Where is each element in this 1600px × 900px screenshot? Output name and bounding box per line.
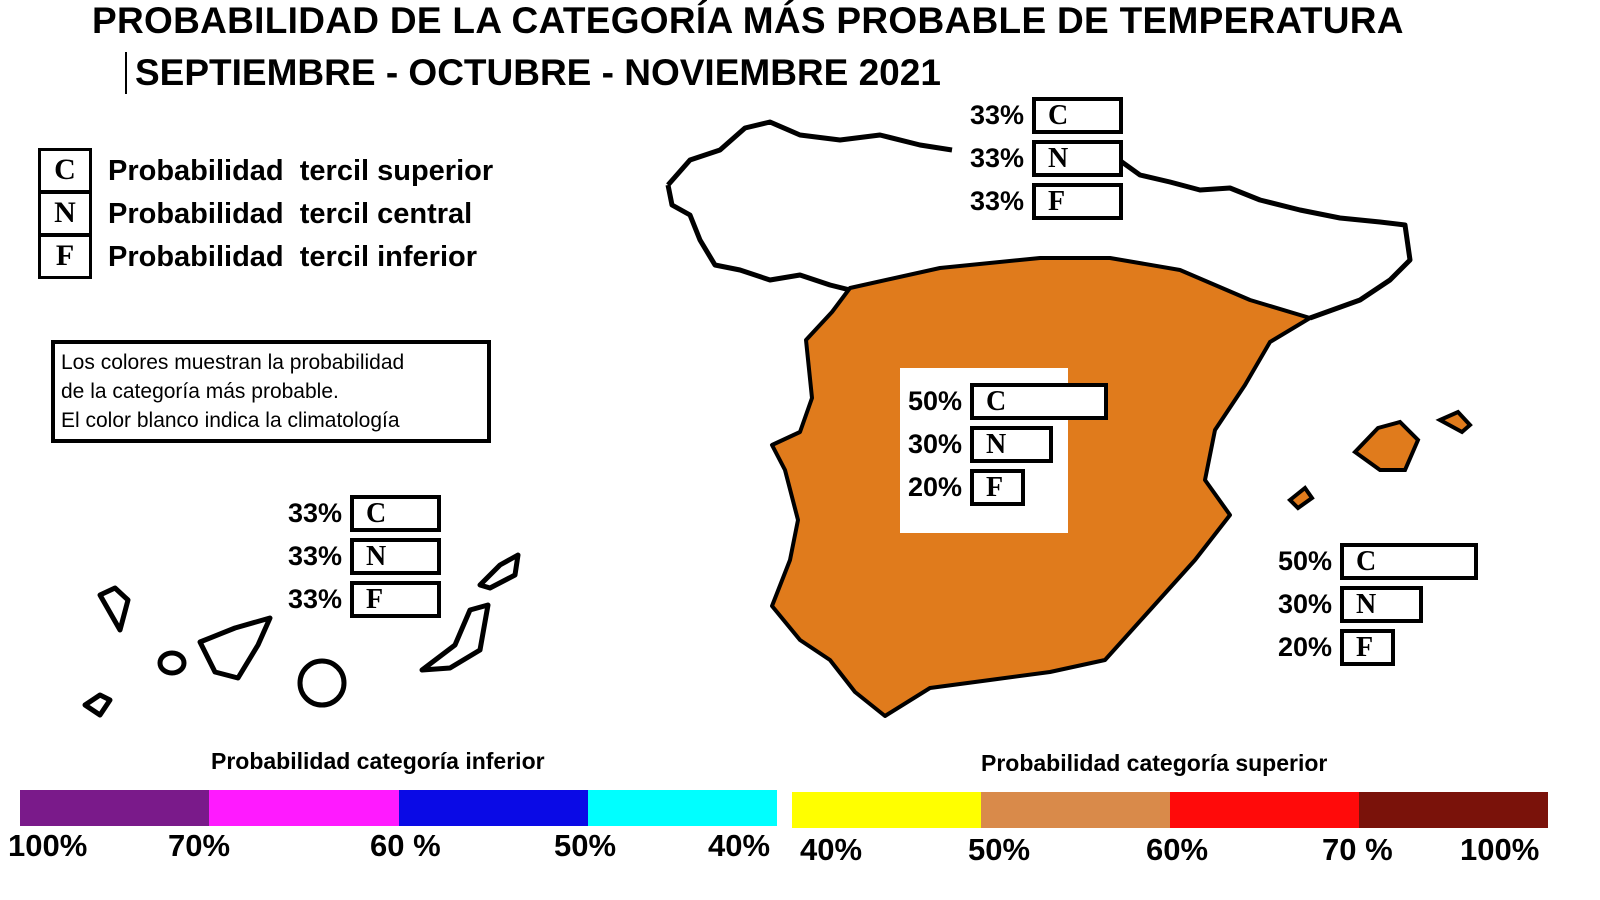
prob-percent: 30%	[907, 429, 962, 459]
prob-row: 33% F	[280, 578, 442, 621]
prob-row: 33% F	[962, 180, 1124, 223]
legend-row-superior: C Probabilidad tercil superior	[38, 147, 494, 193]
la-palma-island	[97, 585, 131, 633]
tick-label: 40%	[800, 832, 863, 867]
prob-group-baleares: 50% C 30% N 20% F	[1270, 540, 1478, 669]
prob-percent: 50%	[1277, 546, 1332, 576]
prob-percent: 33%	[287, 584, 342, 614]
scale-swatch	[981, 792, 1170, 828]
lanzarote-island	[477, 552, 521, 591]
scale-swatch	[587, 790, 777, 826]
canary-islands	[82, 552, 521, 718]
tercile-legend: C Probabilidad tercil superior N Probabili…	[38, 147, 494, 279]
prob-percent: 20%	[1277, 632, 1332, 662]
prob-bar-N: N	[1032, 140, 1124, 177]
legend-row-central: N Probabilidad tercil central	[38, 190, 493, 236]
prob-percent: 33%	[969, 143, 1024, 173]
scale-swatch	[1170, 792, 1359, 828]
prob-bar-C: C	[1032, 97, 1124, 134]
prob-group-peninsula-norte: 33% C 33% N 33% F	[962, 94, 1124, 223]
fuerteventura-island	[419, 602, 491, 673]
tick-label: 100%	[8, 828, 88, 863]
prob-row: 33% N	[962, 137, 1124, 180]
tick-label: 60 %	[370, 828, 441, 863]
scale-swatch	[20, 790, 210, 826]
prob-percent: 33%	[969, 186, 1024, 216]
scale-lower-title: Probabilidad categoría inferior	[211, 748, 545, 774]
scale-swatch	[1359, 792, 1548, 828]
map-title: PROBABILIDAD DE LA CATEGORÍA MÁS PROBABL…	[92, 0, 1404, 41]
prob-row: 50% C	[1270, 540, 1478, 583]
prob-row: 33% C	[962, 94, 1124, 137]
scale-swatch	[792, 792, 981, 828]
prob-bar-C: C	[350, 495, 442, 532]
tenerife-island	[197, 615, 273, 681]
prob-percent: 33%	[969, 100, 1024, 130]
prob-bar-N: N	[350, 538, 442, 575]
prob-percent: 33%	[287, 541, 342, 571]
legend-label: Probabilidad tercil inferior	[108, 241, 478, 273]
prob-percent: 30%	[1277, 589, 1332, 619]
legend-letter: F	[38, 233, 92, 279]
prob-bar-N: N	[1340, 586, 1423, 623]
legend-label: Probabilidad tercil superior	[108, 155, 494, 187]
scale-swatch	[398, 790, 588, 826]
mallorca-island	[1351, 419, 1421, 472]
tick-label: 100%	[1460, 832, 1540, 867]
note-line: Los colores muestran la probabilidad	[61, 351, 405, 374]
prob-bar-C: C	[970, 383, 1108, 420]
prob-bar-F: F	[970, 469, 1026, 506]
note-line: de la categoría más probable.	[61, 380, 339, 403]
prob-percent: 20%	[907, 472, 962, 502]
gran-canaria-island	[297, 658, 347, 708]
prob-bar-C: C	[1340, 543, 1478, 580]
france-outline	[665, 119, 1413, 321]
tick-label: 50%	[968, 832, 1031, 867]
prob-percent: 50%	[907, 386, 962, 416]
prob-group-canarias: 33% C 33% N 33% F	[280, 492, 442, 621]
prob-row: 33% N	[280, 535, 442, 578]
prob-bar-F: F	[350, 581, 442, 618]
prob-bar-F: F	[1340, 629, 1396, 666]
scale-lower-bar	[20, 790, 777, 826]
prob-row: 33% C	[280, 492, 442, 535]
tick-label: 70 %	[1322, 832, 1393, 867]
prob-percent: 33%	[287, 498, 342, 528]
menorca-island	[1435, 409, 1473, 435]
color-note: Los colores muestran la probabilidad de …	[51, 340, 491, 443]
scale-swatch	[209, 790, 399, 826]
prob-row: 30% N	[1270, 583, 1478, 626]
prob-bar-F: F	[1032, 183, 1124, 220]
prob-bar-N: N	[970, 426, 1053, 463]
scale-upper-title: Probabilidad categoría superior	[981, 750, 1328, 776]
scale-upper-bar	[792, 792, 1548, 828]
tick-label: 70%	[168, 828, 231, 863]
map-subtitle: SEPTIEMBRE - OCTUBRE - NOVIEMBRE 2021	[125, 52, 941, 94]
prob-group-peninsula: 50% C 30% N 20% F	[900, 380, 1108, 509]
prob-row: 30% N	[900, 423, 1108, 466]
tick-label: 40%	[708, 828, 771, 863]
note-line: El color blanco indica la climatología	[61, 409, 400, 432]
prob-row: 20% F	[1270, 626, 1478, 669]
ibiza-island	[1287, 485, 1315, 511]
la-gomera-island	[157, 650, 187, 676]
legend-label: Probabilidad tercil central	[108, 198, 473, 230]
prob-row: 50% C	[900, 380, 1108, 423]
prob-row: 20% F	[900, 466, 1108, 509]
legend-row-inferior: F Probabilidad tercil inferior	[38, 233, 493, 279]
el-hierro-island	[82, 692, 113, 718]
tick-label: 60%	[1146, 832, 1209, 867]
tick-label: 50%	[554, 828, 617, 863]
